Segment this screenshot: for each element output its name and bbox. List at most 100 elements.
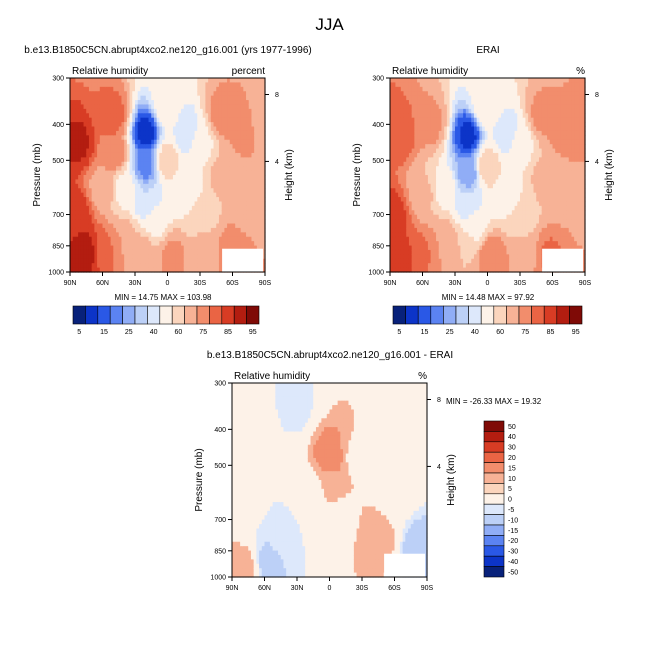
panel2-cell xyxy=(473,152,478,158)
panel2-cell xyxy=(460,144,464,150)
panel1-cell xyxy=(121,227,125,233)
panel2-cell xyxy=(392,148,397,154)
panel2-cell xyxy=(484,236,489,242)
panel1-cell xyxy=(94,232,98,238)
panel1-cell xyxy=(99,100,104,106)
panel1-cell xyxy=(143,152,147,158)
panel1-cell xyxy=(208,219,212,225)
panel1-cell xyxy=(240,148,244,154)
panel2-cell xyxy=(479,130,483,136)
panel2-cell xyxy=(422,78,426,84)
panel1-cell xyxy=(94,161,98,167)
panel1-cell xyxy=(205,183,209,189)
panel1-cell xyxy=(135,95,139,101)
panel2-cell xyxy=(395,197,399,203)
panel1-cell xyxy=(137,192,142,198)
panel1-cell xyxy=(70,122,74,128)
panel1-cell xyxy=(164,254,169,260)
panel2-cell xyxy=(495,258,499,264)
panel2-cell xyxy=(473,219,478,225)
panel2-cell xyxy=(414,219,418,225)
panel2-cell xyxy=(398,108,402,114)
panel1-cell xyxy=(227,144,231,150)
panel1-cell xyxy=(97,249,101,255)
panel1-cell xyxy=(86,214,90,220)
panel1-cell xyxy=(107,254,112,260)
panel1-cell xyxy=(259,144,263,150)
panel2-cell xyxy=(457,126,462,132)
panel2-cell xyxy=(441,254,445,260)
panel1-cell xyxy=(232,95,236,101)
panel1-cell xyxy=(151,117,155,123)
panel2-cell xyxy=(422,210,426,216)
panel2-cell xyxy=(468,241,472,247)
panel1-cell xyxy=(151,227,155,233)
panel1-cell xyxy=(129,144,133,150)
panel1-cell xyxy=(72,82,77,88)
panel2-cell xyxy=(390,104,394,110)
panel1-cell xyxy=(113,241,117,247)
panel1-cell xyxy=(218,258,223,264)
panel1-cell xyxy=(256,245,261,251)
panel1-cell xyxy=(105,210,109,216)
panel2-cell xyxy=(417,95,421,101)
panel1-cell xyxy=(135,263,139,269)
panel1-cell xyxy=(186,201,190,207)
panel1-cell xyxy=(194,91,198,97)
panel1-cell xyxy=(153,91,158,97)
panel2-cell xyxy=(395,175,399,181)
panel2-cell xyxy=(425,82,429,88)
panel2-cell xyxy=(471,188,475,194)
panel1-cell xyxy=(159,130,163,136)
panel1-cell xyxy=(94,126,98,132)
panel2-cell xyxy=(473,201,478,207)
panel1-cell xyxy=(191,192,196,198)
panel1-cell xyxy=(143,108,147,114)
panel2-cell xyxy=(417,179,421,185)
panel2-cell xyxy=(487,144,491,150)
panel2-cell xyxy=(449,122,453,128)
panel1-cell xyxy=(124,245,128,251)
panel1-cell xyxy=(113,82,117,88)
panel2-cell xyxy=(417,241,421,247)
panel1-cell xyxy=(197,170,201,176)
panel1-cell xyxy=(256,183,261,189)
panel1-cell xyxy=(97,170,101,176)
panel2-cell xyxy=(482,263,486,269)
panel1-cell xyxy=(78,161,82,167)
panel1-cell xyxy=(132,91,136,97)
panel1-cell xyxy=(224,157,228,163)
panel1-cell xyxy=(167,144,171,150)
panel1-cell xyxy=(99,245,104,251)
panel1-cell xyxy=(105,91,109,97)
panel1-cell xyxy=(251,91,255,97)
panel1-cell xyxy=(118,267,123,273)
panel2-cell xyxy=(395,241,399,247)
panel1-colorbar-box xyxy=(147,305,161,325)
panel1-cell xyxy=(80,157,85,163)
panel1-cell xyxy=(140,117,144,123)
panel1-cell xyxy=(162,157,166,163)
panel1-cell xyxy=(197,214,201,220)
panel1-cell xyxy=(202,223,207,229)
panel1-cell xyxy=(218,152,223,158)
panel1-cell xyxy=(86,122,90,128)
panel2-cell xyxy=(411,214,415,220)
panel1-cell xyxy=(116,232,120,238)
panel1-cell xyxy=(175,192,179,198)
panel2-cell xyxy=(484,91,489,97)
panel1-cell xyxy=(83,188,87,194)
panel1-cell xyxy=(145,157,150,163)
panel2-cell xyxy=(427,126,432,132)
panel2-cell xyxy=(406,179,410,185)
panel2-cell xyxy=(436,258,440,264)
panel1-cell xyxy=(126,263,131,269)
panel1-cell xyxy=(189,188,193,194)
panel1-cell xyxy=(151,263,155,269)
panel1-cell xyxy=(235,95,239,101)
panel2-cell xyxy=(392,263,397,269)
panel1-cell xyxy=(213,170,217,176)
panel1-cell xyxy=(218,267,223,273)
panel1-cell xyxy=(248,95,253,101)
panel1-cell xyxy=(208,236,212,242)
